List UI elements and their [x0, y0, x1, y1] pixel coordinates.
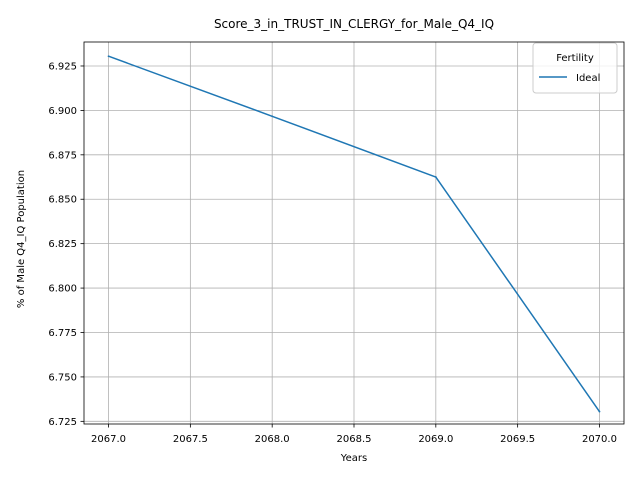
series-group: [107, 55, 601, 413]
y-axis-label: % of Male Q4_IQ Population: [16, 170, 27, 308]
y-axis-ticks: 6.725 6.750 6.775 6.800 6.825 6.850 6.875 6.900…: [48, 61, 84, 428]
x-tick-label: 2069.5: [500, 434, 535, 445]
data-point: [107, 55, 110, 58]
x-tick-label: 2069.0: [418, 434, 453, 445]
series-line-ideal: [108, 55, 601, 412]
y-tick-label: 6.825: [48, 239, 77, 250]
legend: Fertility Ideal: [532, 42, 618, 94]
legend-box: [532, 42, 618, 94]
x-tick-label: 2070.0: [582, 434, 617, 445]
data-point: [434, 176, 437, 178]
y-tick-label: 6.775: [48, 328, 77, 339]
y-tick-label: 6.875: [48, 150, 77, 161]
y-tick-label: 6.900: [48, 106, 77, 117]
y-tick-label: 6.850: [48, 195, 77, 206]
x-tick-label: 2067.5: [173, 434, 208, 445]
x-axis-label: Years: [340, 453, 367, 464]
y-tick-label: 6.800: [48, 284, 77, 295]
x-tick-label: 2068.0: [255, 434, 290, 445]
y-tick-label: 6.750: [48, 372, 77, 383]
data-point: [271, 115, 274, 118]
legend-entry-ideal: Ideal: [576, 73, 600, 84]
grid-lines: [84, 42, 624, 424]
x-tick-label: 2067.0: [91, 434, 126, 445]
data-point: [598, 410, 601, 413]
y-tick-label: 6.725: [48, 417, 77, 428]
legend-title: Fertility: [556, 53, 594, 64]
x-axis-ticks: 2067.0 2067.5 2068.0 2068.5 2069.0 2069.5 2070…: [91, 424, 617, 445]
y-tick-label: 6.925: [48, 61, 77, 72]
chart-title: Score_3_in_TRUST_IN_CLERGY_for_Male_Q4_I…: [214, 17, 494, 31]
x-tick-label: 2068.5: [337, 434, 372, 445]
plot-frame: [83, 41, 625, 425]
